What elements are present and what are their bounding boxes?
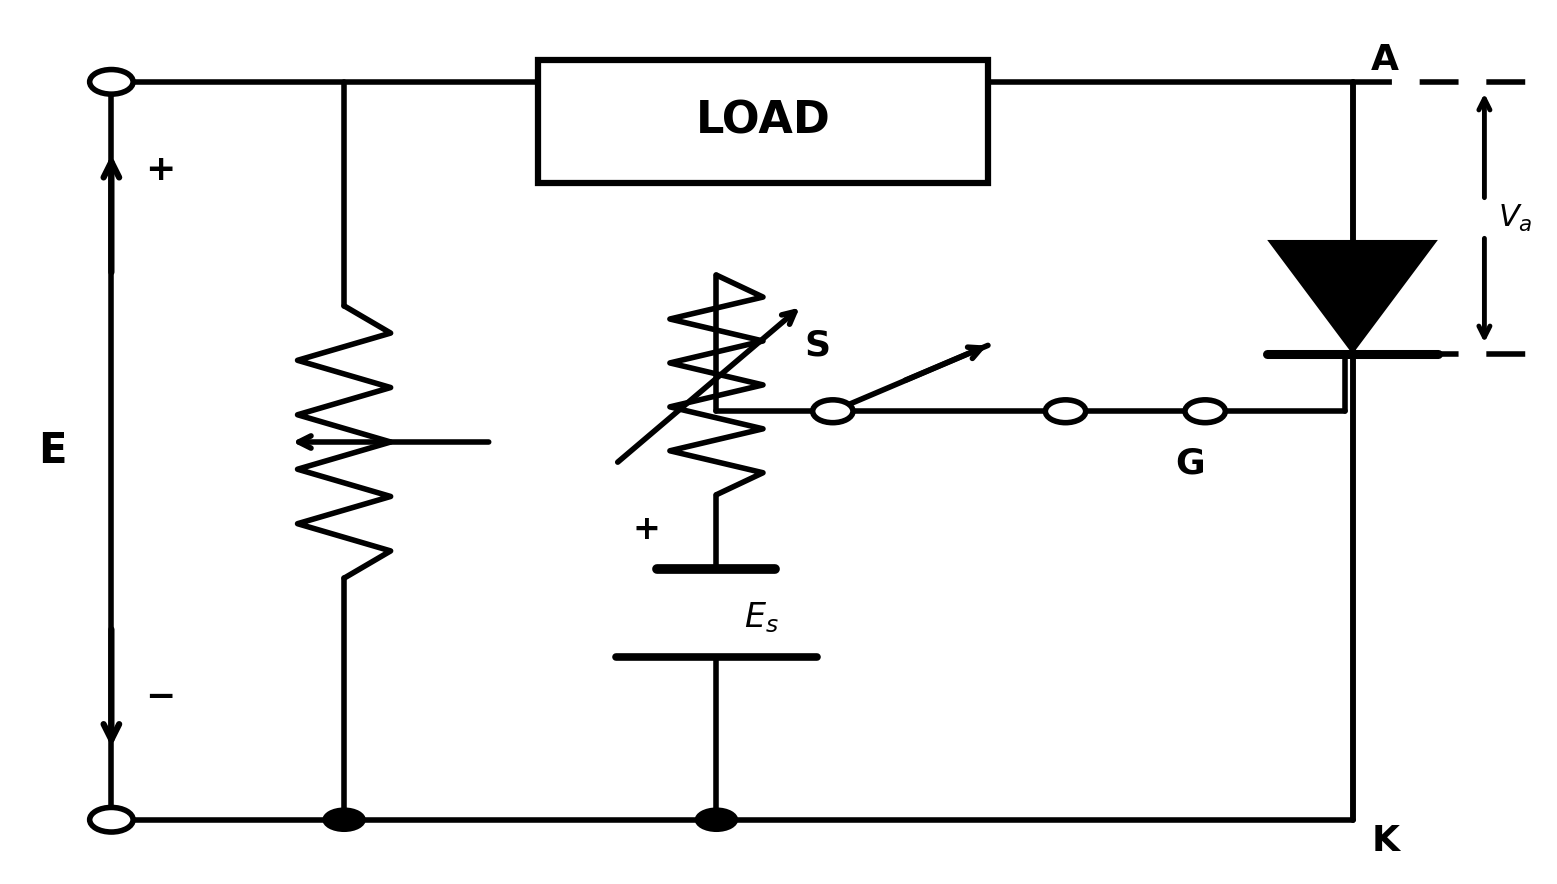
Text: −: −	[145, 680, 176, 713]
Text: S: S	[805, 329, 830, 363]
Text: LOAD: LOAD	[696, 100, 830, 143]
Text: G: G	[1176, 446, 1205, 480]
Circle shape	[322, 807, 366, 832]
Circle shape	[90, 70, 132, 94]
Text: E: E	[39, 430, 67, 472]
Circle shape	[1045, 400, 1085, 423]
Circle shape	[90, 807, 132, 832]
Text: A: A	[1372, 43, 1400, 78]
FancyBboxPatch shape	[539, 60, 989, 183]
Text: K: K	[1372, 824, 1400, 858]
Text: +: +	[632, 514, 660, 546]
Circle shape	[694, 807, 738, 832]
Text: $E_s$: $E_s$	[744, 600, 778, 635]
Circle shape	[813, 400, 853, 423]
Polygon shape	[1267, 240, 1437, 354]
Text: $V_a$: $V_a$	[1498, 202, 1532, 233]
Text: +: +	[145, 153, 176, 187]
Circle shape	[1185, 400, 1225, 423]
